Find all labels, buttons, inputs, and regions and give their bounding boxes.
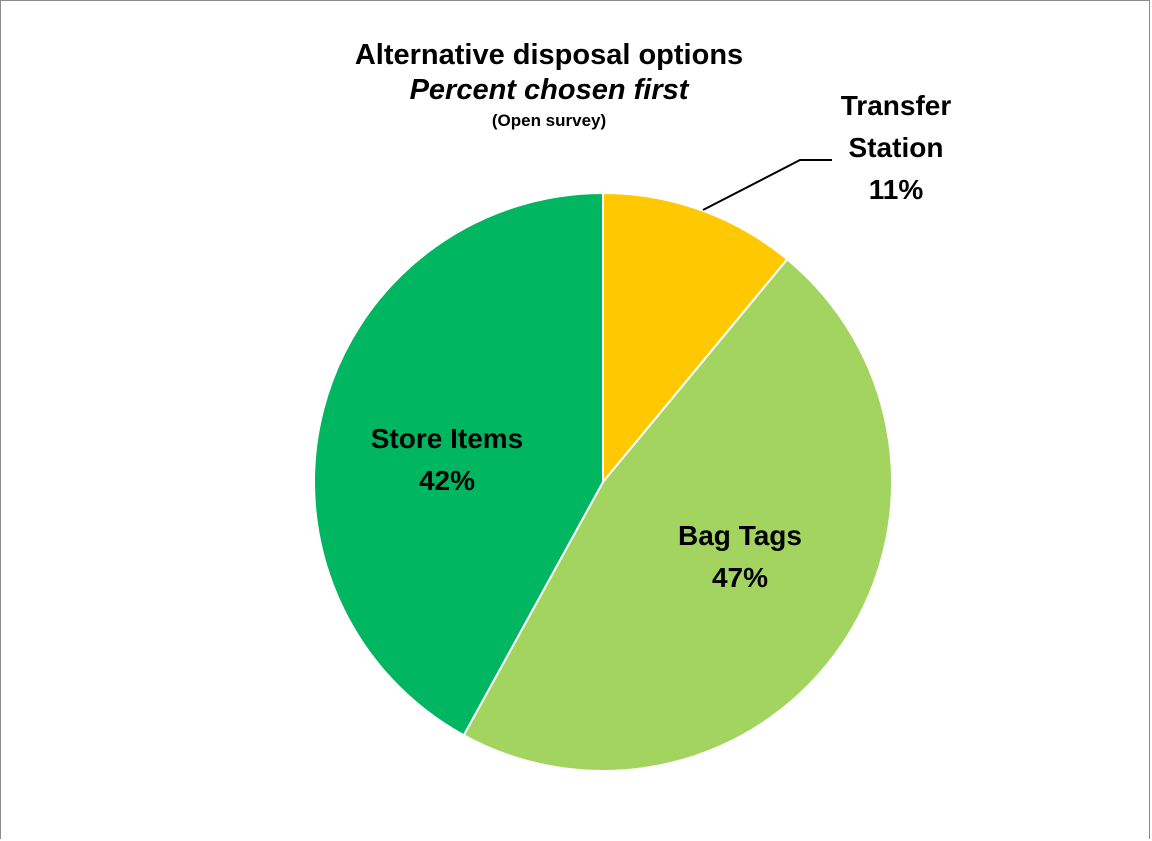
pie-slice-bag-tags — [462, 257, 893, 772]
slice-label-bag-tags: Bag Tags — [678, 520, 802, 551]
chart-title: Alternative disposal options — [354, 39, 744, 71]
chart-subtitle: Percent chosen first — [409, 74, 689, 106]
slice-label-store-items: Store Items — [371, 423, 524, 454]
value-label-store-items: 42% — [419, 465, 475, 496]
chart-note: (Open survey) — [491, 111, 607, 130]
pie-slice-transfer-station — [602, 191, 789, 485]
chart-title-block: Alternative disposal options Percent cho… — [284, 37, 814, 135]
slice-label-transfer-station: Station — [849, 132, 944, 163]
value-label-bag-tags: 47% — [712, 562, 768, 593]
value-label-transfer-station: 11% — [869, 174, 924, 205]
slice-label-transfer-station: Transfer — [841, 90, 952, 121]
pie-slice-store-items — [313, 191, 604, 737]
leader-line-transfer-station — [702, 159, 832, 211]
